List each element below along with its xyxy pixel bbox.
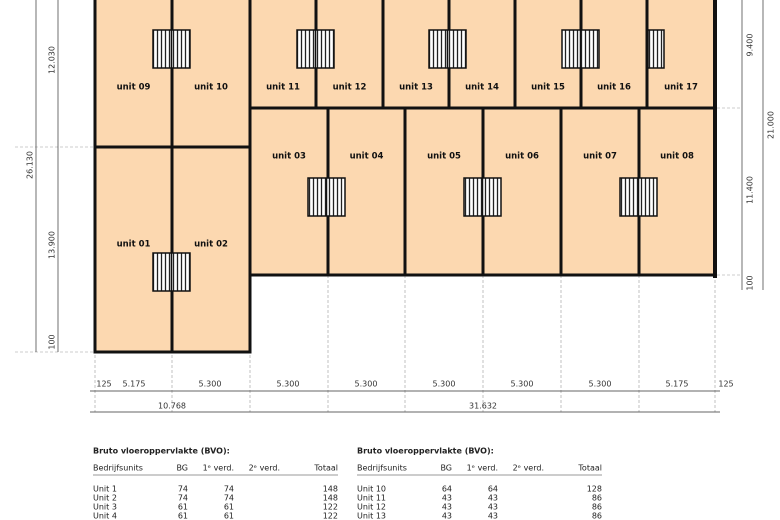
table-cell: Unit 3 xyxy=(93,503,117,512)
table-cell: 43 xyxy=(442,512,452,520)
table-cell: 128 xyxy=(587,485,602,494)
dim-label: 5.175 xyxy=(666,380,689,389)
table-cell: 61 xyxy=(178,503,188,512)
table-header: Bedrijfsunits xyxy=(93,464,143,473)
table-cell: 64 xyxy=(442,485,452,494)
unit-label: unit 01 xyxy=(117,240,151,250)
unit-area xyxy=(93,145,174,354)
dim-label: 11.400 xyxy=(746,176,755,204)
table-cell: 43 xyxy=(442,494,452,503)
table-cell: Unit 1 xyxy=(93,485,117,494)
table-cell: 122 xyxy=(323,503,338,512)
stairs xyxy=(647,29,665,69)
table-header: 2ᵉ verd. xyxy=(249,464,280,473)
table-header: 2ᵉ verd. xyxy=(513,464,544,473)
table-cell: Unit 12 xyxy=(357,503,386,512)
table-cell: Unit 10 xyxy=(357,485,386,494)
dim-label: 9.400 xyxy=(746,34,755,57)
dim-label: 100 xyxy=(48,334,57,349)
table-cell: 61 xyxy=(224,503,234,512)
table-cell: 86 xyxy=(592,494,602,503)
table-header: Bedrijfsunits xyxy=(357,464,407,473)
table-cell: 64 xyxy=(488,485,498,494)
unit-label: unit 11 xyxy=(266,83,300,93)
dim-label: 31.632 xyxy=(469,402,497,411)
unit-label: unit 13 xyxy=(399,83,433,93)
unit-label: unit 04 xyxy=(350,152,384,162)
unit-area xyxy=(170,145,252,354)
dim-label: 10.768 xyxy=(158,402,186,411)
unit-area xyxy=(93,0,174,149)
table-cell: Unit 11 xyxy=(357,494,386,503)
table-cell: Unit 4 xyxy=(93,512,117,520)
unit-label: unit 09 xyxy=(117,83,151,93)
table-cell: 148 xyxy=(323,494,338,503)
unit-label: unit 15 xyxy=(531,83,565,93)
unit-label: unit 12 xyxy=(333,83,367,93)
table-header: Totaal xyxy=(577,464,602,473)
table-title: Bruto vloeroppervlakte (BVO): xyxy=(93,447,230,456)
table-header: BG xyxy=(176,464,188,473)
table-header: Totaal xyxy=(313,464,338,473)
table-cell: 122 xyxy=(323,512,338,520)
dim-label: 12.030 xyxy=(48,46,57,74)
table-cell: 43 xyxy=(488,512,498,520)
table-cell: 61 xyxy=(224,512,234,520)
unit-label: unit 02 xyxy=(194,240,228,250)
unit-label: unit 07 xyxy=(583,152,617,162)
dim-label: 5.300 xyxy=(589,380,612,389)
unit-label: unit 17 xyxy=(664,83,698,93)
dim-label: 125 xyxy=(718,380,733,389)
table-cell: 74 xyxy=(178,485,188,494)
table-header: 1ᵉ verd. xyxy=(467,464,498,473)
dim-label: 5.300 xyxy=(511,380,534,389)
unit-label: unit 08 xyxy=(660,152,694,162)
unit-label: unit 06 xyxy=(505,152,539,162)
table-cell: 74 xyxy=(224,485,234,494)
table-cell: Unit 13 xyxy=(357,512,386,520)
table-cell: 74 xyxy=(178,494,188,503)
unit-label: unit 10 xyxy=(194,83,228,93)
dim-label: 13.900 xyxy=(48,231,57,259)
unit-area xyxy=(170,0,252,149)
table-cell: 86 xyxy=(592,503,602,512)
unit-label: unit 05 xyxy=(427,152,461,162)
unit-label: unit 03 xyxy=(272,152,306,162)
table-header: BG xyxy=(440,464,452,473)
dim-label: 5.175 xyxy=(123,380,146,389)
unit-label: unit 16 xyxy=(597,83,631,93)
table-title: Bruto vloeroppervlakte (BVO): xyxy=(357,447,494,456)
table-cell: 43 xyxy=(488,494,498,503)
dim-label: 21.000 xyxy=(767,111,776,139)
dim-label: 5.300 xyxy=(277,380,300,389)
table-cell: 43 xyxy=(442,503,452,512)
dim-label: 26.130 xyxy=(26,151,35,179)
table-cell: 43 xyxy=(488,503,498,512)
table-cell: 74 xyxy=(224,494,234,503)
table-cell: 61 xyxy=(178,512,188,520)
table-cell: 86 xyxy=(592,512,602,520)
table-cell: Unit 2 xyxy=(93,494,117,503)
dim-label: 5.300 xyxy=(199,380,222,389)
dim-label: 125 xyxy=(96,380,111,389)
table-header: 1ᵉ verd. xyxy=(203,464,234,473)
dim-label: 100 xyxy=(746,275,755,290)
dim-label: 5.300 xyxy=(355,380,378,389)
table-cell: 148 xyxy=(323,485,338,494)
dim-label: 5.300 xyxy=(433,380,456,389)
unit-label: unit 14 xyxy=(465,83,499,93)
